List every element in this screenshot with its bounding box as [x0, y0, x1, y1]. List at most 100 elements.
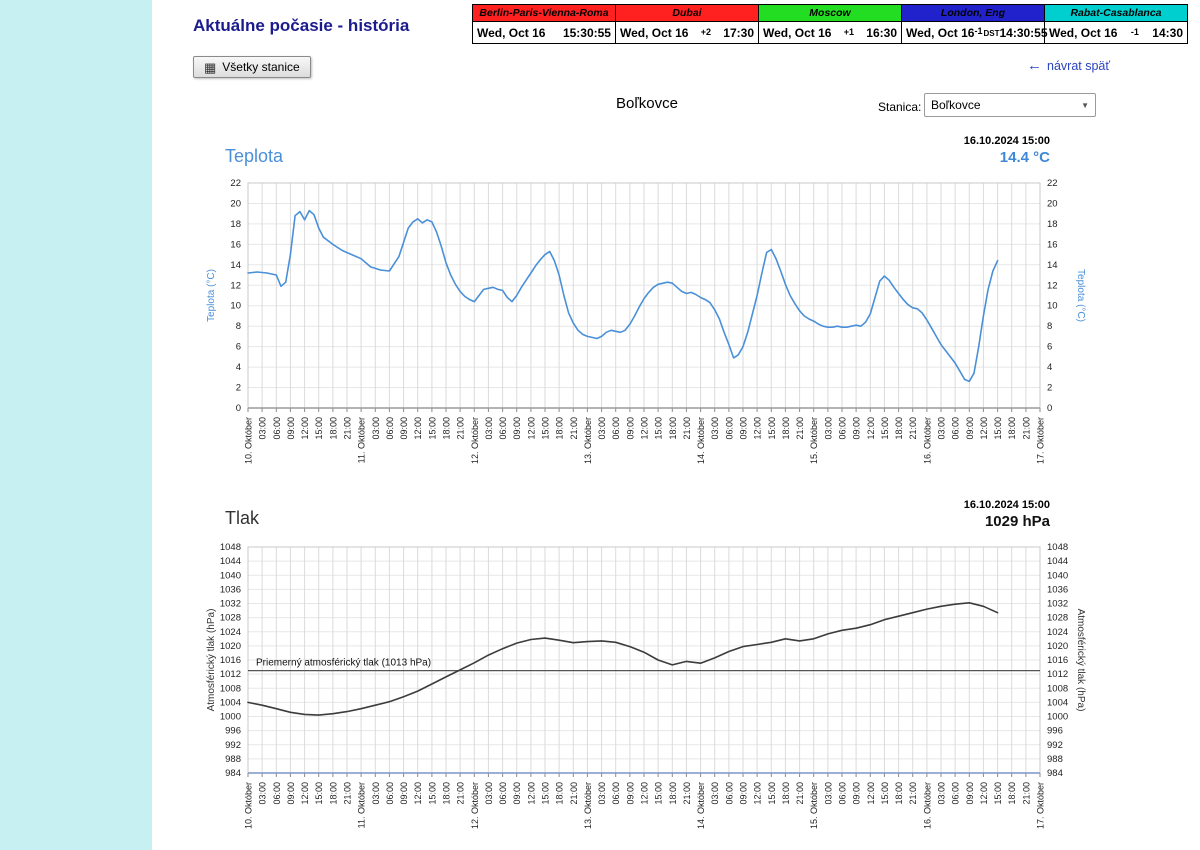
station-heading: Boľkovce	[616, 95, 678, 112]
svg-text:1040: 1040	[220, 570, 241, 581]
svg-text:1028: 1028	[1047, 613, 1068, 624]
svg-text:12:00: 12:00	[413, 417, 423, 440]
svg-text:15:00: 15:00	[427, 417, 437, 440]
clock-datetime-3: Wed, Oct 16 -1 DST 14:30:55	[901, 21, 1048, 44]
svg-text:18: 18	[1047, 219, 1058, 230]
temperature-chart-title: Teplota	[225, 146, 284, 166]
svg-text:09:00: 09:00	[852, 782, 862, 805]
svg-text:03:00: 03:00	[371, 417, 381, 440]
svg-text:988: 988	[1047, 754, 1063, 765]
svg-text:988: 988	[225, 754, 241, 765]
svg-text:1020: 1020	[220, 641, 241, 652]
svg-text:21:00: 21:00	[456, 782, 466, 805]
svg-text:Atmosférický tlak (hPa): Atmosférický tlak (hPa)	[206, 609, 217, 712]
svg-text:15:00: 15:00	[880, 782, 890, 805]
station-select-value: Boľkovce	[931, 98, 981, 112]
temperature-current-value: 14.4 °C	[999, 149, 1050, 166]
svg-text:1032: 1032	[1047, 599, 1068, 610]
svg-text:15:00: 15:00	[993, 417, 1003, 440]
svg-text:1040: 1040	[1047, 570, 1068, 581]
svg-text:03:00: 03:00	[258, 417, 268, 440]
svg-text:16: 16	[230, 239, 241, 250]
back-link-label: návrat späť	[1047, 58, 1111, 73]
svg-text:09:00: 09:00	[399, 782, 409, 805]
svg-text:15:00: 15:00	[993, 782, 1003, 805]
svg-text:1032: 1032	[220, 599, 241, 610]
temperature-current-reading: 16.10.2024 15:00 14.4 °C	[850, 135, 1050, 166]
svg-text:15:00: 15:00	[541, 782, 551, 805]
svg-text:Atmosférický tlak (hPa): Atmosférický tlak (hPa)	[1075, 609, 1086, 712]
svg-text:15. Október: 15. Október	[809, 782, 819, 829]
svg-text:03:00: 03:00	[484, 417, 494, 440]
svg-text:12: 12	[1047, 280, 1058, 291]
all-stations-button[interactable]: ▦ Všetky stanice	[193, 56, 311, 78]
svg-text:18:00: 18:00	[1007, 782, 1017, 805]
clock-city-2: Moscow	[758, 4, 902, 22]
svg-text:11. Október: 11. Október	[357, 417, 367, 463]
svg-text:1036: 1036	[220, 584, 241, 595]
pressure-chart: Priemerný atmosférický tlak (1013 hPa) 10…	[206, 542, 1086, 829]
svg-text:09:00: 09:00	[625, 417, 635, 440]
svg-text:15:00: 15:00	[427, 782, 437, 805]
svg-text:03:00: 03:00	[597, 782, 607, 805]
svg-text:09:00: 09:00	[739, 782, 749, 805]
svg-text:1012: 1012	[1047, 669, 1068, 680]
svg-text:21:00: 21:00	[682, 782, 692, 805]
svg-text:4: 4	[1047, 362, 1052, 373]
clocks-city-row: Berlin-Paris-Vienna-Roma Dubai Moscow Londo…	[472, 4, 1188, 22]
svg-text:992: 992	[225, 740, 241, 751]
svg-text:06:00: 06:00	[611, 782, 621, 805]
left-sidebar-strip	[0, 0, 152, 850]
svg-text:03:00: 03:00	[484, 782, 494, 805]
svg-text:12:00: 12:00	[753, 782, 763, 805]
svg-text:18:00: 18:00	[328, 417, 338, 440]
clock-datetime-1: Wed, Oct 16 +2 17:30	[615, 21, 759, 44]
svg-text:15:00: 15:00	[767, 417, 777, 440]
svg-text:18:00: 18:00	[781, 417, 791, 440]
left-arrow-icon: ←	[1027, 57, 1042, 74]
clock-city-1: Dubai	[615, 4, 759, 22]
svg-text:12:00: 12:00	[526, 782, 536, 805]
svg-text:12:00: 12:00	[300, 417, 310, 440]
svg-text:09:00: 09:00	[852, 417, 862, 440]
svg-text:992: 992	[1047, 740, 1063, 751]
svg-text:15:00: 15:00	[654, 417, 664, 440]
svg-text:21:00: 21:00	[343, 417, 353, 440]
svg-text:12:00: 12:00	[979, 782, 989, 805]
svg-text:09:00: 09:00	[286, 417, 296, 440]
svg-text:18:00: 18:00	[555, 417, 565, 440]
svg-text:12. Október: 12. Október	[470, 782, 480, 829]
station-select[interactable]: Boľkovce ▼	[924, 93, 1096, 117]
svg-text:12:00: 12:00	[640, 417, 650, 440]
svg-text:984: 984	[1047, 768, 1063, 779]
svg-text:21:00: 21:00	[795, 417, 805, 440]
svg-text:14: 14	[230, 260, 241, 271]
svg-text:21:00: 21:00	[456, 417, 466, 440]
back-link[interactable]: ← návrat späť	[1027, 58, 1110, 73]
svg-text:2: 2	[1047, 383, 1052, 394]
svg-text:8: 8	[236, 321, 241, 332]
svg-text:03:00: 03:00	[937, 417, 947, 440]
svg-text:4: 4	[236, 362, 241, 373]
clock-city-4: Rabat-Casablanca	[1044, 4, 1188, 22]
svg-text:13. Október: 13. Október	[583, 782, 593, 829]
svg-text:09:00: 09:00	[965, 782, 975, 805]
svg-text:10: 10	[230, 301, 241, 312]
svg-text:21:00: 21:00	[795, 782, 805, 805]
svg-text:15. Október: 15. Október	[809, 417, 819, 464]
all-stations-label: Všetky stanice	[222, 60, 300, 74]
svg-text:09:00: 09:00	[512, 782, 522, 805]
svg-text:06:00: 06:00	[838, 782, 848, 805]
svg-text:03:00: 03:00	[937, 782, 947, 805]
svg-text:1008: 1008	[220, 683, 241, 694]
clock-datetime-4: Wed, Oct 16 -1 14:30	[1044, 21, 1188, 44]
svg-text:21:00: 21:00	[569, 782, 579, 805]
svg-text:03:00: 03:00	[823, 782, 833, 805]
svg-text:21:00: 21:00	[569, 417, 579, 440]
svg-text:03:00: 03:00	[710, 417, 720, 440]
svg-text:18:00: 18:00	[442, 782, 452, 805]
svg-text:1024: 1024	[1047, 627, 1068, 638]
svg-text:1024: 1024	[220, 627, 241, 638]
svg-text:17. Október: 17. Október	[1036, 782, 1046, 829]
svg-text:1004: 1004	[1047, 697, 1068, 708]
